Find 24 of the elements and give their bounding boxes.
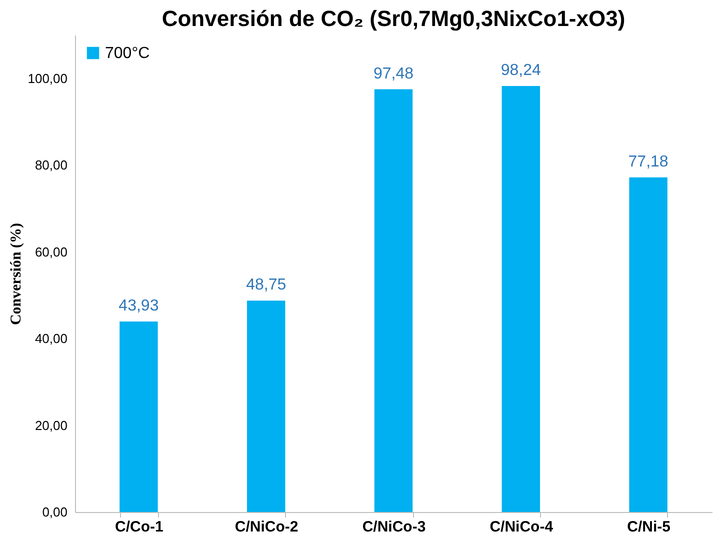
x-tick-label: C/NiCo-4 [490,518,554,536]
y-tick-label: 80,00 [34,158,68,173]
x-tick-label: C/Ni-5 [627,518,670,536]
y-tick-label: 40,00 [34,331,68,346]
x-tick-label: C/NiCo-3 [362,518,426,536]
y-tick-label: 0,00 [42,504,68,520]
bar [502,86,540,512]
y-axis-title: Conversión (%) [8,222,25,326]
x-tick-label: C/Co-1 [115,518,164,536]
bar [246,300,286,512]
chart-title: Conversión de CO₂ (Sr0,7Mg0,3NixCo1-xO3) [162,6,626,31]
bar [629,177,668,512]
data-label: 97,48 [373,65,414,82]
bar [374,89,413,512]
bar [120,322,158,512]
data-label: 98,24 [500,62,542,79]
legend-label: 700°C [105,45,150,62]
y-tick-label: 20,00 [34,418,68,433]
x-tick-label: C/NiCo-2 [234,518,298,536]
y-tick-label: 60,00 [34,244,68,260]
y-tick-label: 100,00 [28,70,68,86]
data-label: 48,75 [246,276,286,294]
data-label: 77,18 [628,153,668,170]
data-label: 43,93 [118,298,159,315]
